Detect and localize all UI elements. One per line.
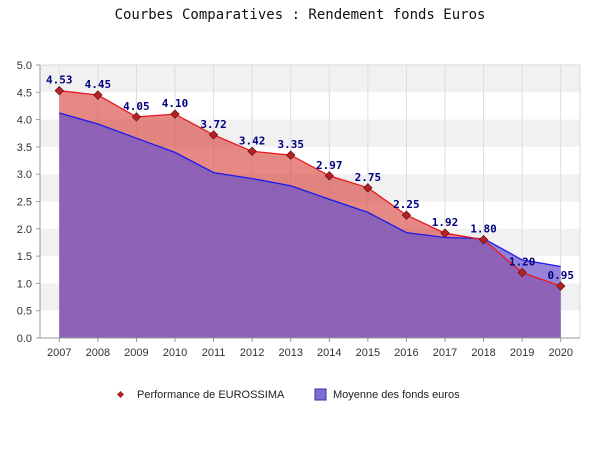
point-eurossima bbox=[93, 90, 103, 100]
legend-label-moyenne: Moyenne des fonds euros bbox=[333, 389, 460, 401]
x-tick-label: 2020 bbox=[548, 347, 572, 359]
point-eurossima bbox=[286, 150, 296, 160]
y-tick-label: 3.5 bbox=[17, 142, 32, 154]
point-eurossima bbox=[401, 210, 412, 220]
legend-label-eurossima: Performance de EUROSSIMA bbox=[137, 389, 285, 401]
x-tick-label: 2019 bbox=[510, 347, 534, 359]
point-eurossima bbox=[517, 267, 527, 278]
data-label: 0.95 bbox=[547, 269, 574, 282]
x-tick-label: 2018 bbox=[471, 347, 495, 359]
x-axis: 2007 2008 2009 2010 2011 2012 2013 2014 2015 2016… bbox=[40, 337, 580, 359]
data-label: 4.45 bbox=[85, 78, 112, 91]
data-label: 4.53 bbox=[46, 74, 73, 87]
point-eurossima bbox=[54, 85, 64, 96]
y-tick-label: 0.5 bbox=[17, 306, 32, 318]
data-label: 3.42 bbox=[239, 134, 266, 147]
y-tick-label: 5.0 bbox=[17, 60, 32, 72]
y-tick-label: 0.0 bbox=[17, 333, 32, 345]
data-label: 1.20 bbox=[509, 255, 536, 268]
x-tick-label: 2009 bbox=[124, 347, 148, 359]
y-tick-label: 2.0 bbox=[17, 224, 32, 236]
point-eurossima bbox=[170, 109, 180, 119]
y-tick-label: 4.0 bbox=[17, 115, 32, 127]
x-tick-label: 2010 bbox=[163, 347, 187, 359]
point-eurossima bbox=[247, 146, 257, 156]
x-tick-label: 2013 bbox=[278, 347, 302, 359]
data-label: 4.05 bbox=[123, 100, 150, 113]
band bbox=[40, 65, 580, 93]
y-tick-label: 4.5 bbox=[17, 87, 32, 99]
x-tick-label: 2007 bbox=[47, 347, 71, 359]
x-tick-label: 2011 bbox=[202, 347, 226, 359]
line-eurossima bbox=[59, 90, 561, 287]
point-eurossima bbox=[324, 171, 334, 181]
data-label: 2.75 bbox=[355, 171, 382, 184]
y-axis: 0.0 0.5 1.0 1.5 2.0 2.5 3.0 3.5 4.0 4.5 5.0 bbox=[17, 60, 41, 345]
point-eurossima bbox=[208, 130, 219, 140]
legend: Performance de EUROSSIMA Moyenne des fon… bbox=[116, 388, 460, 401]
point-eurossima bbox=[131, 112, 142, 122]
y-tick-label: 1.0 bbox=[17, 278, 32, 290]
x-tick-label: 2012 bbox=[240, 347, 264, 359]
x-tick-label: 2015 bbox=[356, 347, 380, 359]
data-label: 3.35 bbox=[277, 138, 304, 151]
x-tick-label: 2016 bbox=[394, 347, 418, 359]
area-moyenne bbox=[59, 113, 561, 338]
point-eurossima bbox=[556, 281, 566, 291]
x-tick-label: 2017 bbox=[433, 347, 457, 359]
data-label: 2.25 bbox=[393, 198, 420, 211]
series-areas bbox=[59, 90, 561, 338]
data-markers bbox=[54, 85, 566, 291]
data-label: 3.72 bbox=[200, 118, 227, 131]
x-tick-label: 2008 bbox=[86, 347, 110, 359]
point-eurossima bbox=[478, 235, 489, 245]
data-label: 1.92 bbox=[432, 216, 459, 229]
series-lines bbox=[59, 90, 561, 287]
legend-swatch-moyenne bbox=[314, 388, 327, 401]
legend-marker-eurossima bbox=[116, 390, 125, 399]
point-eurossima bbox=[363, 183, 373, 193]
y-tick-label: 2.5 bbox=[17, 197, 32, 209]
data-labels: 4.53 4.45 4.05 4.10 3.72 3.42 3.35 2.97 2.75 2.25… bbox=[46, 74, 574, 282]
data-label: 2.97 bbox=[316, 159, 343, 172]
y-tick-label: 1.5 bbox=[17, 251, 32, 263]
data-label: 1.80 bbox=[470, 223, 497, 236]
x-tick-label: 2014 bbox=[317, 347, 341, 359]
y-tick-label: 3.0 bbox=[17, 169, 32, 181]
data-label: 4.10 bbox=[162, 97, 189, 110]
chart-title: Courbes Comparatives : Rendement fonds E… bbox=[115, 7, 486, 23]
point-eurossima bbox=[440, 228, 450, 238]
